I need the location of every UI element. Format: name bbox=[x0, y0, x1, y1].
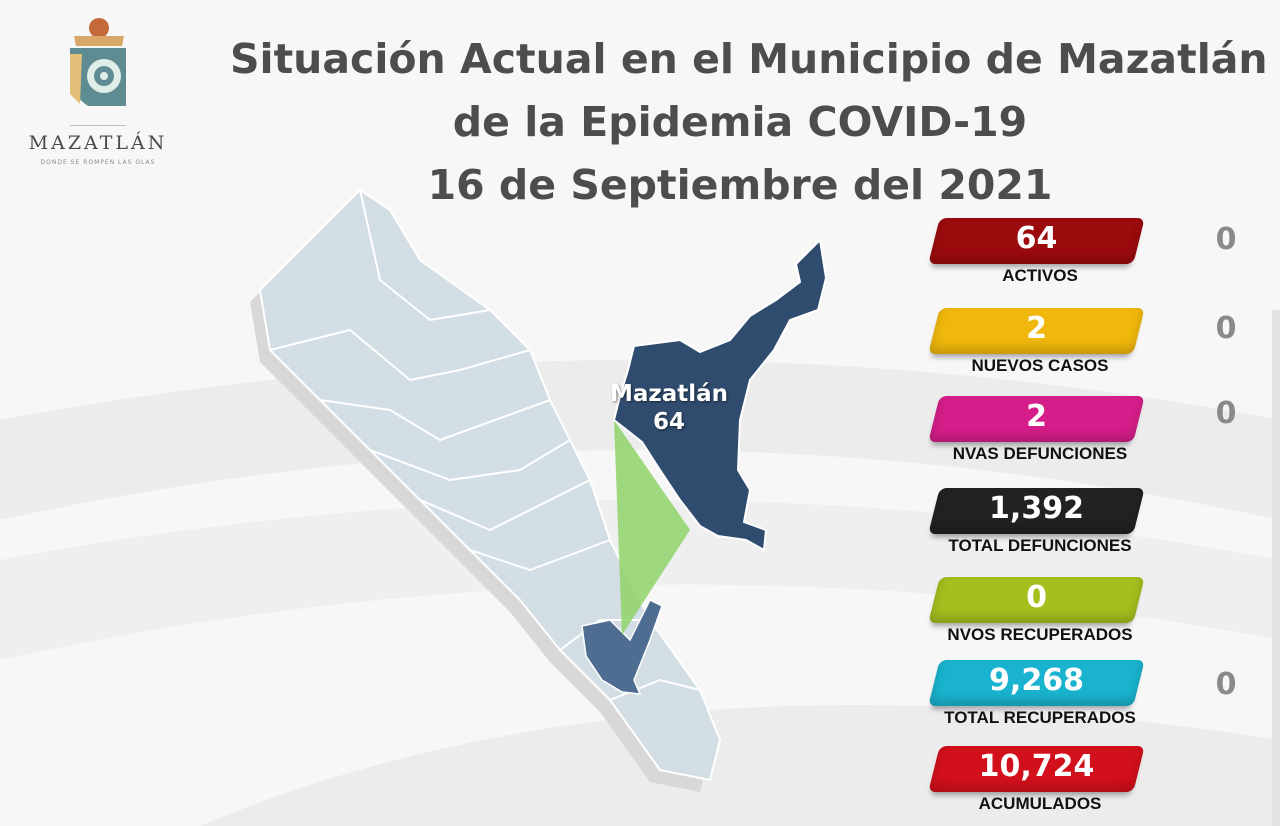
title-line-2: de la Epidemia COVID-19 bbox=[452, 98, 1028, 146]
stat-pill: 9,268 bbox=[928, 660, 1145, 706]
stat-pill: 1,392 bbox=[928, 488, 1145, 534]
stat-nvos-recuperados: 0 NVOS RECUPERADOS bbox=[920, 577, 1160, 644]
region-value: 64 bbox=[652, 409, 685, 435]
stat-acumulados: 10,724 ACUMULADOS bbox=[920, 746, 1160, 813]
stat-label: TOTAL DEFUNCIONES bbox=[948, 536, 1132, 555]
stat-pill: 0 bbox=[928, 577, 1145, 623]
stat-value: 10,724 bbox=[978, 749, 1095, 784]
stat-value: 0 bbox=[1026, 580, 1047, 615]
stat-value: 1,392 bbox=[989, 491, 1084, 526]
logo-tagline: DONDE SE ROMPEN LAS OLAS bbox=[40, 159, 156, 166]
delta-activos: 0 bbox=[1215, 222, 1237, 257]
stat-pill: 64 bbox=[928, 218, 1145, 264]
stat-pill: 2 bbox=[928, 396, 1145, 442]
mazatlan-zoom-region bbox=[612, 237, 828, 552]
stat-total-recuperados: 9,268 TOTAL RECUPERADOS bbox=[920, 660, 1160, 727]
stat-label: ACUMULADOS bbox=[978, 794, 1102, 813]
stat-total-defunciones: 1,392 TOTAL DEFUNCIONES bbox=[920, 488, 1160, 555]
delta-nvas-defunciones: 0 bbox=[1215, 396, 1237, 431]
stat-pill: 10,724 bbox=[928, 746, 1145, 792]
logo-wordmark: MAZATLÁN bbox=[28, 132, 168, 154]
stat-activos: 64 ACTIVOS bbox=[920, 218, 1160, 285]
title-line-1: Situación Actual en el Municipio de Maza… bbox=[230, 35, 1268, 83]
stat-value: 2 bbox=[1026, 399, 1047, 434]
callout-wedge bbox=[614, 420, 690, 635]
mazatlan-small-region bbox=[581, 598, 663, 695]
stat-pill: 2 bbox=[928, 308, 1145, 354]
mazatlan-logo: MAZATLÁN DONDE SE ROMPEN LAS OLAS bbox=[18, 14, 178, 174]
delta-total-recuperados: 0 bbox=[1215, 667, 1237, 702]
stat-label: NVAS DEFUNCIONES bbox=[952, 444, 1128, 463]
stat-value: 64 bbox=[1015, 221, 1058, 256]
delta-nuevos-casos: 0 bbox=[1215, 311, 1237, 346]
stat-label: NUEVOS CASOS bbox=[971, 356, 1109, 375]
stat-value: 9,268 bbox=[989, 663, 1084, 698]
page-title: Situación Actual en el Municipio de Maza… bbox=[230, 28, 1268, 217]
stat-label: ACTIVOS bbox=[1002, 266, 1078, 285]
stat-nuevos-casos: 2 NUEVOS CASOS bbox=[920, 308, 1160, 375]
shell-icon bbox=[70, 18, 126, 106]
stat-value: 2 bbox=[1026, 311, 1047, 346]
stat-label: NVOS RECUPERADOS bbox=[947, 625, 1133, 644]
title-line-3: 16 de Septiembre del 2021 bbox=[427, 161, 1053, 209]
sinaloa-map bbox=[250, 188, 828, 792]
stat-nvas-defunciones: 2 NVAS DEFUNCIONES bbox=[920, 396, 1160, 463]
logo-divider bbox=[70, 125, 126, 126]
stat-label: TOTAL RECUPERADOS bbox=[944, 708, 1136, 727]
region-name: Mazatlán bbox=[609, 381, 729, 407]
map-region-label: Mazatlán 64 bbox=[597, 380, 741, 436]
